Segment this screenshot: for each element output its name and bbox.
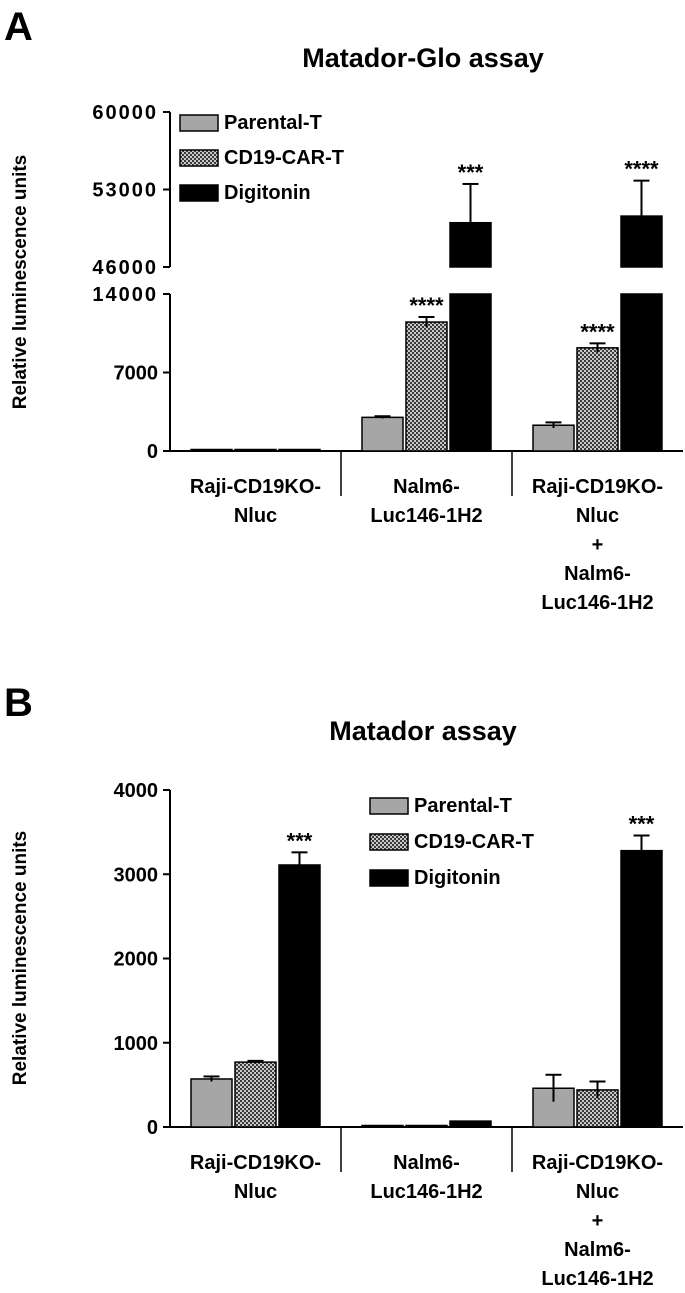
y-tick-label: 3000 [114,864,159,886]
y-tick-label: 1000 [114,1033,159,1055]
panel-b-plot: 0 1000 2000 3000 4000 Raji-CD19KO- Nluc Nalm6- L… [114,780,683,1290]
legend-swatch [369,869,409,887]
y-tick-label: 0 [147,1117,158,1139]
bar [361,1124,404,1128]
bar [278,864,321,1128]
y-tick-label: 4000 [114,780,159,802]
x-category-label: Raji-CD19KO- [190,1152,321,1174]
legend-swatch [179,184,219,202]
bar [620,849,663,1128]
significance-stars: **** [624,157,659,182]
x-category-label: + [592,1210,604,1232]
panel-a: A Matador-Glo assay Relative luminescenc… [4,5,683,614]
bar [234,1061,277,1128]
panel-b-title: Matador assay [329,716,517,746]
bar [576,347,619,452]
legend-label: Parental-T [224,112,322,134]
bar [405,1124,448,1128]
y-tick-label: 2000 [114,949,159,971]
bar [190,1078,233,1128]
bar [278,448,321,452]
significance-stars: *** [458,160,484,185]
x-category-label: Nalm6- [393,476,460,498]
y-tick-label: 53000 [92,180,158,202]
x-category-label: Raji-CD19KO- [532,1152,663,1174]
panel-b: B Matador assay Relative luminescence un… [4,681,683,1290]
x-category-label: Raji-CD19KO- [532,476,663,498]
legend-label: Digitonin [414,867,501,889]
y-tick-label: 0 [147,441,158,463]
x-category-label: Luc146-1H2 [541,1268,653,1290]
bar [532,424,575,452]
legend-swatch [369,797,409,815]
panel-b-label: B [4,681,33,725]
legend-swatch [179,114,219,132]
panel-a-title: Matador-Glo assay [302,43,544,73]
legend-swatch [179,149,219,167]
bar [405,321,448,452]
y-tick-label: 7000 [114,363,159,385]
bar [361,416,404,452]
bar [620,293,663,452]
panel-a-plot: 0 7000 14000 46000 53000 60000 Raji-CD19KO- Nlu… [92,102,683,614]
x-category-label: Nluc [576,505,619,527]
y-tick-label: 60000 [92,102,158,124]
legend-label: CD19-CAR-T [414,831,534,853]
panel-b-y-axis-label: Relative luminescence units [10,831,31,1086]
x-category-label: Nalm6- [393,1152,460,1174]
x-category-label: Nalm6- [564,563,631,585]
x-category-label: Nluc [576,1181,619,1203]
x-category-label: Nalm6- [564,1239,631,1261]
legend-label: Digitonin [224,182,311,204]
legend-label: Parental-T [414,795,512,817]
x-category-label: Nluc [234,505,277,527]
bar [234,448,277,452]
x-category-label: Raji-CD19KO- [190,476,321,498]
legend-swatch [369,833,409,851]
panel-a-label: A [4,5,33,49]
panel-a-y-axis-label: Relative luminescence units [10,155,31,410]
bar [449,1120,492,1128]
x-category-label: Luc146-1H2 [370,1181,482,1203]
x-category-label: + [592,534,604,556]
bar [190,448,233,452]
y-tick-label: 14000 [92,284,158,306]
x-category-label: Nluc [234,1181,277,1203]
x-category-label: Luc146-1H2 [370,505,482,527]
significance-stars: *** [287,828,313,853]
bar [449,293,492,452]
legend-label: CD19-CAR-T [224,147,344,169]
y-tick-label: 46000 [92,257,158,279]
significance-stars: *** [629,811,655,836]
significance-stars: **** [409,293,444,318]
significance-stars: **** [580,319,615,344]
x-category-label: Luc146-1H2 [541,592,653,614]
